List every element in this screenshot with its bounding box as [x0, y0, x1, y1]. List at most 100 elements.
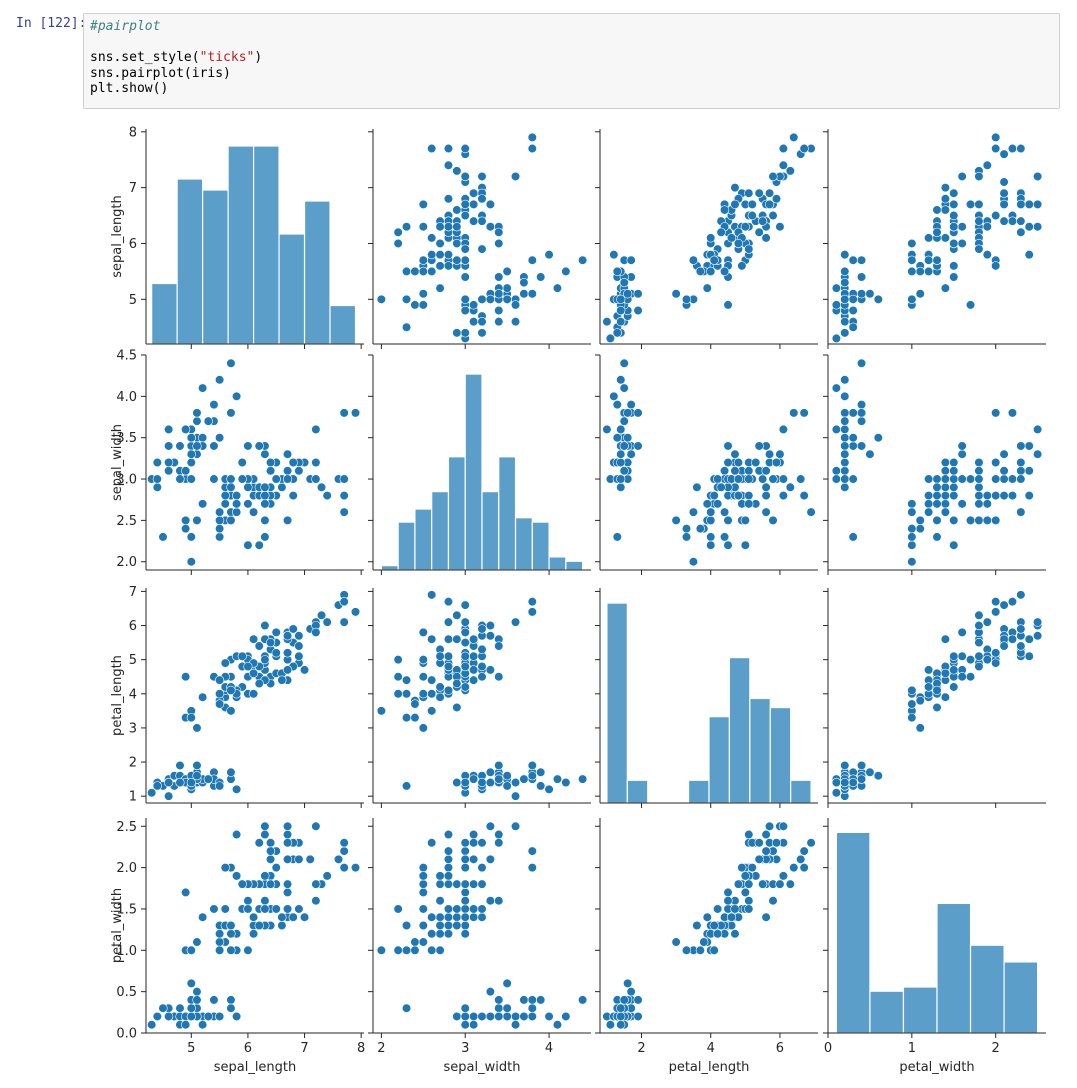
code-cell[interactable]: #pairplot sns.set_style("ticks") sns.pai… [83, 13, 1060, 109]
scatter-point [702, 499, 712, 509]
scatter-point [831, 300, 841, 310]
scatter-point [260, 620, 270, 631]
scatter-point [1016, 641, 1026, 651]
scatter-point [485, 777, 495, 788]
panel-petal_width-vs-sepal_width: 2 3 4 [368, 818, 591, 1056]
scatter-point [974, 610, 984, 620]
scatter-point [401, 266, 412, 277]
scatter-point [418, 199, 428, 209]
scatter-point [401, 689, 412, 699]
scatter-point [671, 515, 681, 525]
scatter-point [865, 767, 875, 777]
scatter-point [719, 205, 730, 215]
scatter-point [226, 515, 236, 525]
scatter-point [907, 713, 917, 723]
scatter-point [410, 713, 420, 723]
scatter-point [452, 1011, 462, 1022]
scatter-point [785, 482, 795, 492]
scatter-point [924, 499, 934, 509]
scatter-point [761, 482, 771, 492]
scatter-point [226, 767, 236, 777]
scatter-point [949, 188, 959, 198]
y-tick-label: 1.0 [116, 944, 137, 959]
scatter-point [719, 466, 730, 476]
scatter-point [965, 199, 976, 209]
scatter-point [198, 912, 208, 922]
hist-bar [481, 491, 500, 571]
scatter-point [452, 328, 462, 338]
scatter-point [494, 272, 504, 282]
scatter-point [723, 457, 733, 468]
scatter-point [469, 675, 479, 685]
scatter-point [915, 524, 925, 534]
scatter-point [186, 457, 196, 468]
scatter-point [982, 515, 992, 525]
scatter-point [254, 838, 264, 848]
scatter-point [485, 1011, 495, 1022]
scatter-point [730, 183, 740, 193]
scatter-point [733, 238, 744, 249]
y-tick-label: 6 [129, 619, 137, 634]
scatter-point [633, 441, 643, 451]
scatter-point [260, 532, 270, 542]
scatter-point [848, 322, 858, 332]
scatter-point [527, 771, 537, 781]
scatter-point [831, 466, 841, 476]
scatter-point [873, 771, 883, 781]
scatter-point [789, 132, 799, 142]
scatter-point [924, 233, 934, 243]
code-comment: #pairplot [90, 19, 161, 34]
scatter-point [940, 466, 950, 476]
scatter-point [723, 515, 733, 525]
scatter-point [949, 199, 959, 209]
scatter-point [799, 863, 809, 873]
scatter-point [616, 424, 626, 435]
scatter-point [469, 774, 479, 784]
scatter-point [856, 255, 867, 265]
scatter-point [192, 441, 202, 451]
scatter-point [192, 760, 202, 771]
scatter-point [924, 266, 934, 277]
scatter-point [840, 482, 850, 492]
scatter-point [186, 433, 196, 443]
scatter-point [623, 289, 633, 299]
scatter-point [764, 188, 775, 198]
scatter-point [243, 896, 253, 906]
scatter-point [616, 375, 626, 385]
scatter-point [709, 490, 719, 501]
scatter-point [605, 1020, 615, 1030]
scatter-point [452, 205, 462, 215]
scatter-point [840, 466, 850, 476]
scatter-point [965, 655, 976, 665]
scatter-point [519, 774, 529, 784]
scatter-point [460, 682, 470, 692]
scatter-point [226, 408, 236, 418]
scatter-point [737, 863, 747, 873]
scatter-point [452, 920, 462, 931]
scatter-point [265, 457, 276, 468]
scatter-point [1033, 617, 1043, 627]
code-editor[interactable]: #pairplot sns.set_style("ticks") sns.pai… [90, 19, 262, 97]
scatter-point [940, 490, 950, 501]
scatter-point [469, 904, 479, 914]
scatter-point [907, 255, 917, 265]
y-tick-label: 2.5 [116, 514, 137, 529]
panel-sepal_width-vs-petal_width [823, 354, 1046, 575]
scatter-point [311, 821, 321, 831]
scatter-point [469, 1020, 479, 1030]
scatter-point [907, 699, 917, 709]
scatter-point [443, 250, 454, 260]
scatter-point [510, 317, 521, 327]
scatter-point [831, 788, 841, 798]
scatter-point [237, 651, 247, 661]
scatter-point [435, 896, 445, 906]
scatter-point [831, 333, 841, 344]
scatter-point [147, 1020, 157, 1030]
scatter-point [427, 590, 437, 600]
scatter-point [418, 289, 428, 299]
scatter-point [294, 466, 304, 476]
scatter-point [260, 821, 270, 831]
scatter-point [840, 457, 850, 468]
hist-bar [514, 517, 533, 571]
